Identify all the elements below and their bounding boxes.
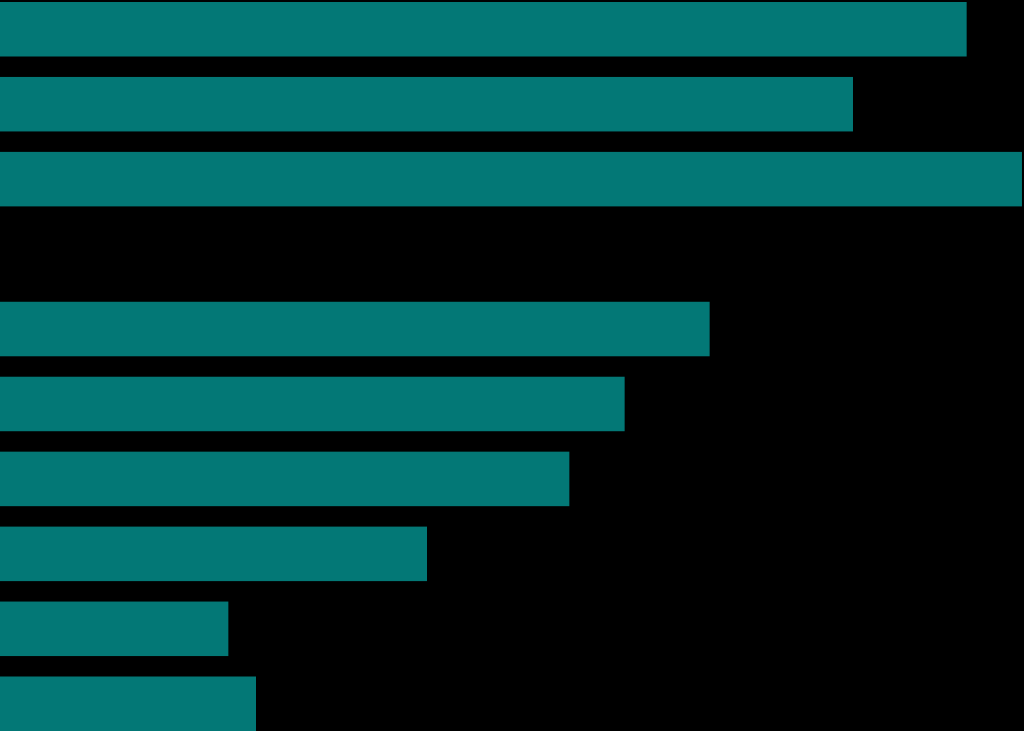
chart-root xyxy=(0,0,1024,731)
bar xyxy=(0,77,853,132)
bar xyxy=(0,377,625,432)
chart-svg xyxy=(0,0,1024,731)
background xyxy=(0,0,1024,731)
bar xyxy=(0,602,228,657)
bar xyxy=(0,677,256,731)
bar xyxy=(0,452,569,507)
bar xyxy=(0,2,967,57)
bar xyxy=(0,527,427,582)
bars xyxy=(0,2,1022,731)
bar xyxy=(0,152,1022,207)
bar xyxy=(0,302,710,357)
